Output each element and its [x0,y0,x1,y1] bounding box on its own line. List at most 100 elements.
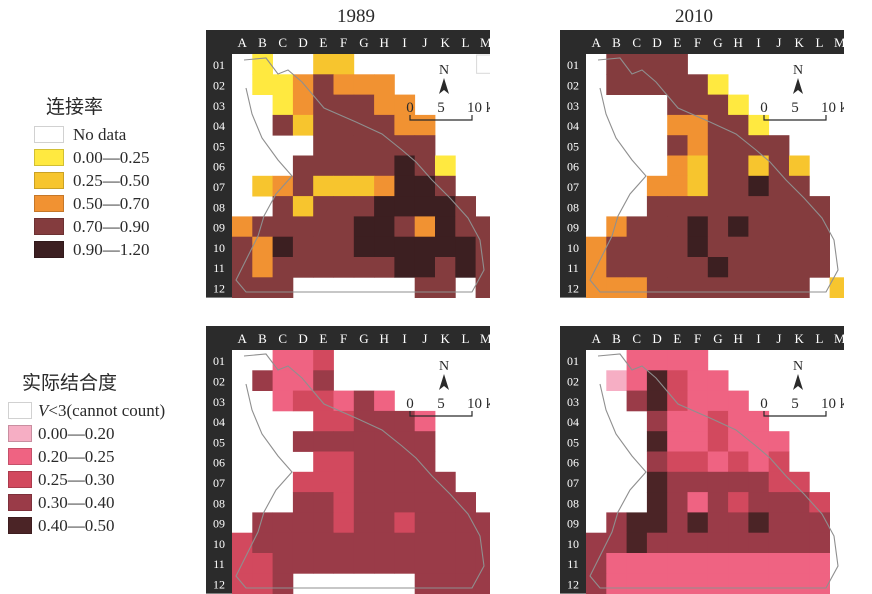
grid-cell [707,532,729,554]
grid-cell [272,532,294,554]
grid-cell [748,175,770,197]
grid-cell [272,196,294,217]
grid-cell [252,54,273,75]
year-2010-label: 2010 [675,6,713,27]
grid-cell [809,512,830,534]
grid-cell [353,532,375,554]
grid-cell [374,410,395,432]
grid-cell [707,216,729,238]
grid-cell [333,155,355,177]
grid-cell [667,216,688,238]
grid-cell [707,512,729,534]
region-boundary [235,57,485,293]
grid-cell [586,532,607,554]
grid-cell [667,114,688,136]
row-label: 12 [213,577,225,591]
grid-cell [252,257,273,278]
grid-cell [394,532,416,554]
grid-cell [687,277,709,298]
grid-cell [414,216,436,238]
grid-cell [252,277,273,298]
grid-cell [475,512,490,534]
grid-cell [626,74,648,95]
grid-cell [626,390,648,412]
grid-cell [292,94,314,116]
grid-cell [789,257,810,278]
row-label: 07 [567,180,579,194]
grid-cell [667,471,688,493]
grid-cell [292,512,314,534]
grid-cell [313,196,334,217]
grid-cell [475,553,490,574]
grid-cell [475,236,490,258]
row-label: 04 [567,415,579,429]
row-label: 10 [567,241,579,255]
grid-cell [707,74,729,95]
grid-cell [728,431,749,452]
grid-cell [333,553,355,574]
grid-cell [272,94,294,116]
grid-cell [353,257,375,278]
column-label: I [756,35,760,50]
grid-cell [748,135,770,156]
grid-cell [374,390,395,412]
grid-cell [333,196,355,217]
column-label: F [340,35,347,50]
column-label: E [319,35,327,50]
grid-cell [687,492,709,513]
grid-cell [252,175,273,197]
legend-swatch [8,402,32,419]
north-arrow-icon [793,374,803,390]
grid-cell [333,471,355,493]
column-label: L [815,35,823,50]
grid-cell [353,236,375,258]
legend-title: 实际结合度 [22,372,118,394]
grid-cell [626,216,648,238]
grid-cell [626,257,648,278]
grid-cell [374,492,395,513]
grid-cell [748,532,770,554]
grid-cell [252,74,273,95]
grid-cell [748,553,770,574]
grid-cell [809,553,830,574]
grid-cell [333,216,355,238]
row-label: 06 [213,160,225,174]
grid-cell [809,532,830,554]
grid-cell [768,492,790,513]
row-header-bar [206,30,232,298]
grid-cell [272,216,294,238]
grid-cell [353,390,375,412]
column-label: C [278,331,287,346]
row-header-bar [560,326,586,594]
grid-cell [414,471,436,493]
row-label: 04 [567,119,579,133]
grid-cell [707,573,729,594]
row-label: 07 [213,180,225,194]
grid-cell [313,431,334,452]
column-label: I [402,35,406,50]
grid-cell [414,257,436,278]
grid-cell [313,553,334,574]
grid-cell [829,277,844,298]
column-label: A [237,35,247,50]
legend-degree: 实际结合度 V<3(cannot count) 0.00—0.20 0.20—0… [8,368,165,537]
column-label: M [834,35,844,50]
grid-cell [646,512,668,534]
grid-cell [272,370,294,391]
row-label: 03 [213,99,225,113]
grid-cell [292,216,314,238]
column-label: H [734,331,743,346]
grid-cell [292,155,314,177]
grid-cell [455,573,476,594]
grid-cell [646,350,668,371]
grid-cell [292,350,314,371]
grid-cell [313,390,334,412]
grid-cell [667,431,688,452]
grid-cell [333,532,355,554]
column-label: I [402,331,406,346]
row-label: 10 [213,537,225,551]
grid-cell [748,512,770,534]
legend-connectivity: 连接率 No data 0.00—0.25 0.25—0.50 0.50—0.7… [34,92,150,261]
region-boundary [589,57,839,293]
grid-cell [667,94,688,116]
